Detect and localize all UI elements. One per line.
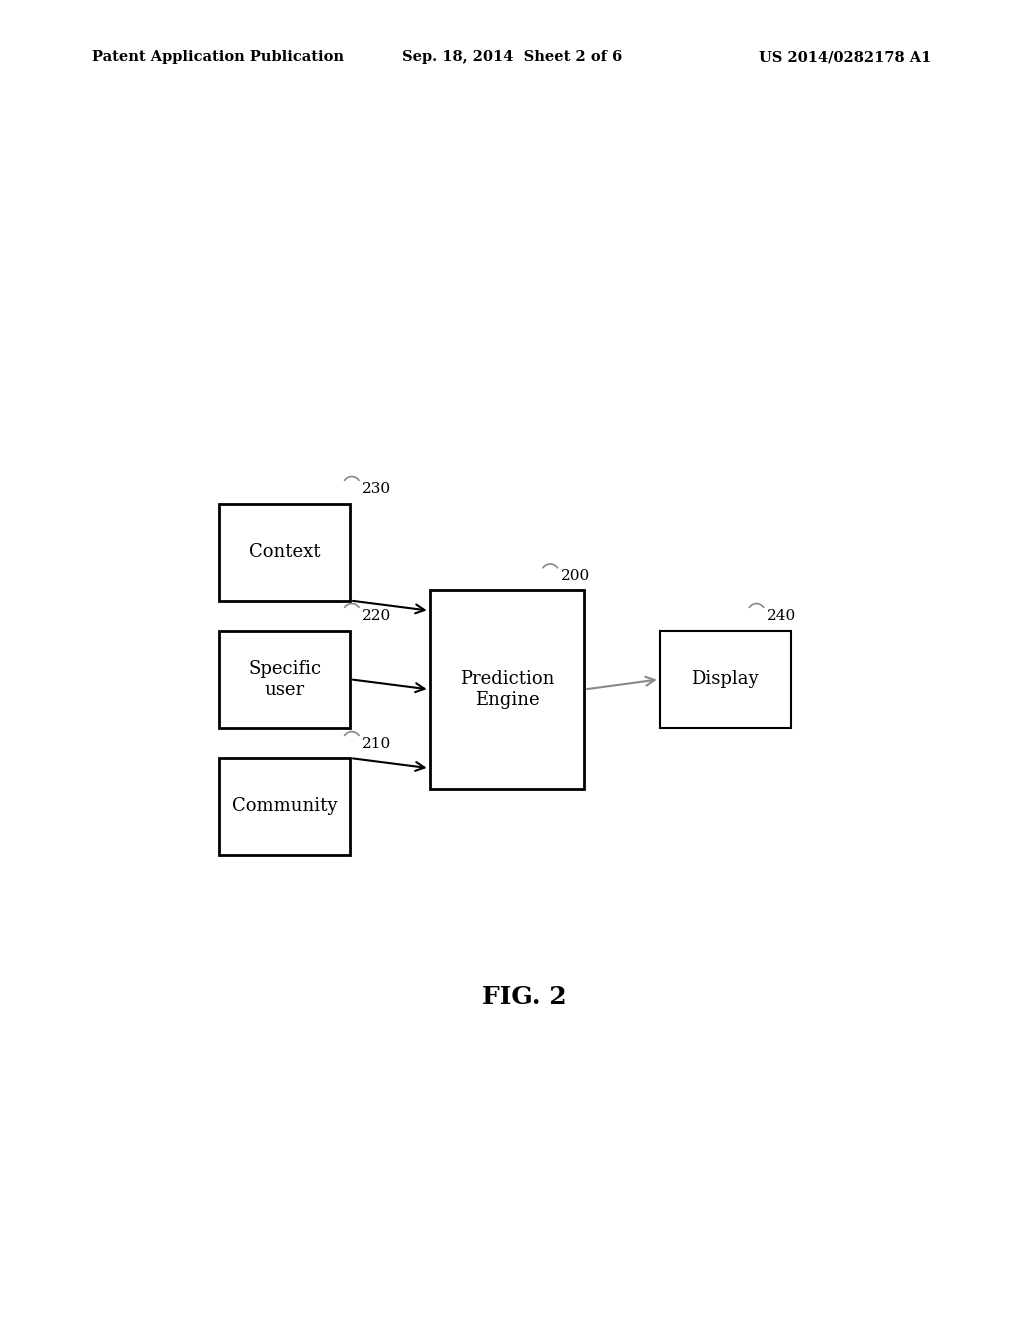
Text: US 2014/0282178 A1: US 2014/0282178 A1 bbox=[760, 50, 932, 65]
Bar bbox=[430, 590, 585, 788]
Text: FIG. 2: FIG. 2 bbox=[482, 985, 567, 1008]
Text: Prediction
Engine: Prediction Engine bbox=[460, 671, 554, 709]
Text: Sep. 18, 2014  Sheet 2 of 6: Sep. 18, 2014 Sheet 2 of 6 bbox=[401, 50, 623, 65]
Text: 200: 200 bbox=[560, 569, 590, 583]
Text: Patent Application Publication: Patent Application Publication bbox=[92, 50, 344, 65]
Text: Community: Community bbox=[232, 797, 338, 816]
Bar bbox=[219, 758, 350, 854]
Bar bbox=[219, 631, 350, 727]
Bar bbox=[219, 504, 350, 601]
Text: 220: 220 bbox=[362, 609, 391, 623]
Bar bbox=[659, 631, 791, 727]
Text: Context: Context bbox=[249, 544, 321, 561]
Text: Display: Display bbox=[691, 671, 759, 688]
Text: Specific
user: Specific user bbox=[248, 660, 322, 698]
Text: 210: 210 bbox=[362, 737, 391, 751]
Text: 230: 230 bbox=[362, 482, 391, 496]
Text: 240: 240 bbox=[767, 609, 796, 623]
